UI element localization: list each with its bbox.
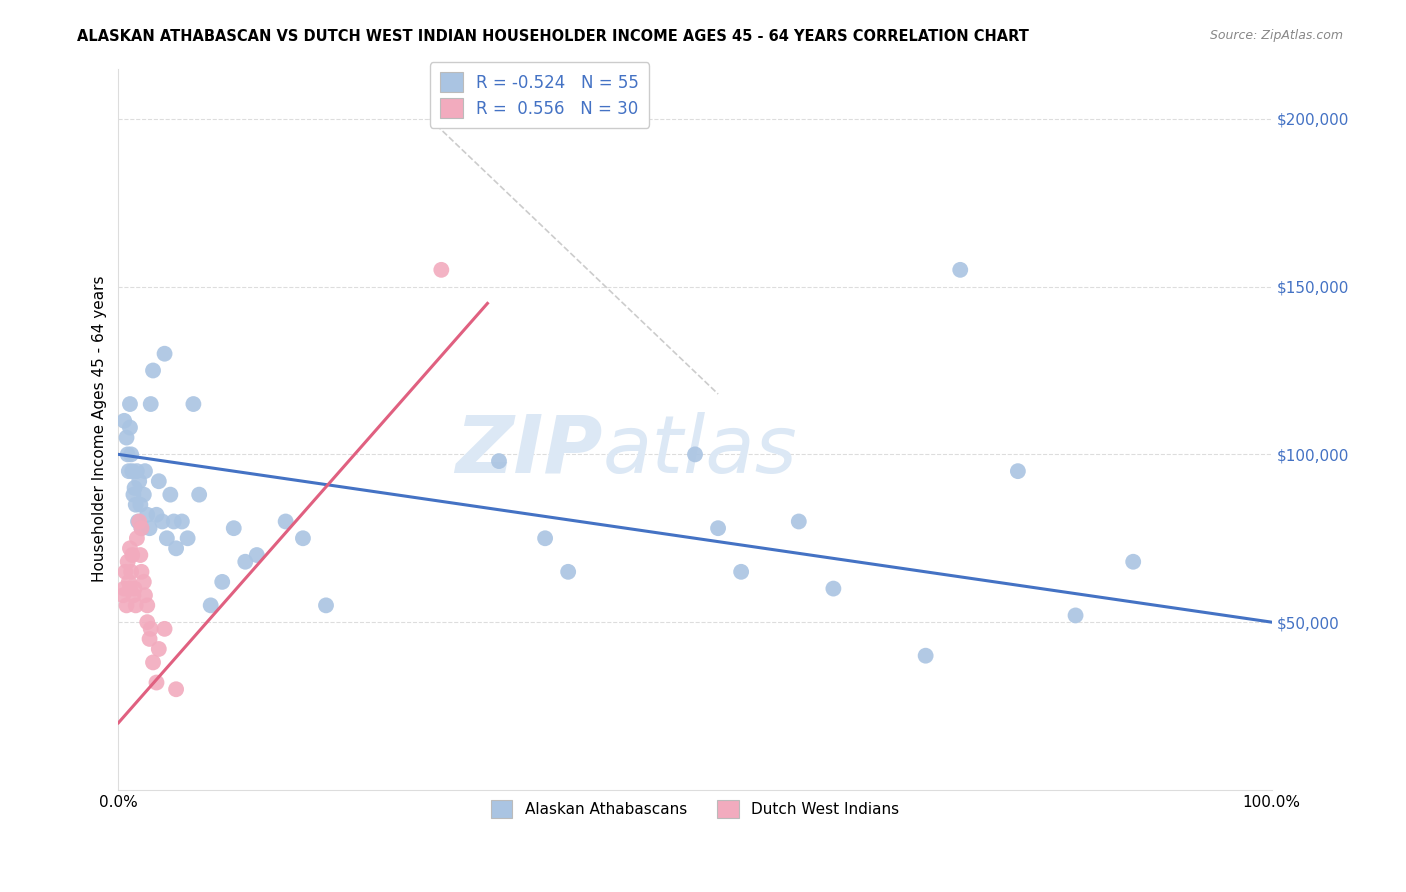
Point: [1007, 464, 1029, 478]
Point: [118, 541, 141, 556]
Text: ZIP: ZIP: [456, 412, 603, 490]
Point: [534, 531, 557, 545]
Point: [120, 447, 142, 461]
Point: [122, 588, 145, 602]
Point: [222, 521, 245, 535]
Point: [125, 464, 148, 478]
Point: [183, 397, 205, 411]
Point: [136, 599, 159, 613]
Point: [131, 565, 153, 579]
Point: [121, 548, 143, 562]
Point: [430, 263, 453, 277]
Point: [200, 599, 222, 613]
Point: [114, 565, 136, 579]
Point: [122, 488, 145, 502]
Point: [115, 431, 138, 445]
Point: [156, 531, 179, 545]
Point: [121, 464, 143, 478]
Y-axis label: Householder Income Ages 45 - 64 years: Householder Income Ages 45 - 64 years: [93, 276, 107, 582]
Point: [125, 531, 148, 545]
Point: [170, 515, 193, 529]
Point: [148, 474, 170, 488]
Point: [128, 515, 150, 529]
Point: [291, 531, 314, 545]
Point: [125, 498, 148, 512]
Point: [165, 541, 187, 556]
Point: [136, 615, 159, 629]
Point: [914, 648, 936, 663]
Point: [112, 582, 135, 596]
Legend: Alaskan Athabascans, Dutch West Indians: Alaskan Athabascans, Dutch West Indians: [484, 793, 907, 826]
Point: [949, 263, 972, 277]
Point: [683, 447, 706, 461]
Point: [117, 555, 139, 569]
Point: [115, 599, 138, 613]
Point: [163, 515, 186, 529]
Point: [132, 488, 155, 502]
Point: [127, 515, 149, 529]
Point: [131, 521, 153, 535]
Text: Source: ZipAtlas.com: Source: ZipAtlas.com: [1209, 29, 1343, 42]
Point: [159, 488, 181, 502]
Point: [730, 565, 752, 579]
Point: [117, 447, 139, 461]
Point: [142, 656, 165, 670]
Point: [211, 574, 233, 589]
Point: [823, 582, 845, 596]
Point: [246, 548, 269, 562]
Point: [145, 508, 167, 522]
Point: [315, 599, 337, 613]
Point: [153, 347, 176, 361]
Point: [118, 464, 141, 478]
Point: [488, 454, 510, 468]
Point: [112, 588, 135, 602]
Point: [1122, 555, 1144, 569]
Point: [165, 682, 187, 697]
Point: [145, 675, 167, 690]
Point: [124, 582, 146, 596]
Point: [134, 588, 156, 602]
Text: atlas: atlas: [603, 412, 797, 490]
Point: [118, 574, 141, 589]
Point: [1064, 608, 1087, 623]
Point: [150, 515, 173, 529]
Point: [148, 642, 170, 657]
Point: [138, 521, 160, 535]
Point: [233, 555, 256, 569]
Text: ALASKAN ATHABASCAN VS DUTCH WEST INDIAN HOUSEHOLDER INCOME AGES 45 - 64 YEARS CO: ALASKAN ATHABASCAN VS DUTCH WEST INDIAN …: [77, 29, 1029, 44]
Point: [176, 531, 198, 545]
Point: [118, 582, 141, 596]
Point: [142, 363, 165, 377]
Point: [129, 548, 152, 562]
Point: [128, 474, 150, 488]
Point: [139, 622, 162, 636]
Point: [118, 397, 141, 411]
Point: [124, 481, 146, 495]
Point: [153, 622, 176, 636]
Point: [131, 521, 153, 535]
Point: [112, 414, 135, 428]
Point: [139, 397, 162, 411]
Point: [188, 488, 211, 502]
Point: [274, 515, 297, 529]
Point: [707, 521, 730, 535]
Point: [120, 565, 142, 579]
Point: [134, 464, 156, 478]
Point: [557, 565, 579, 579]
Point: [132, 574, 155, 589]
Point: [125, 599, 148, 613]
Point: [138, 632, 160, 646]
Point: [129, 498, 152, 512]
Point: [118, 420, 141, 434]
Point: [787, 515, 810, 529]
Point: [136, 508, 159, 522]
